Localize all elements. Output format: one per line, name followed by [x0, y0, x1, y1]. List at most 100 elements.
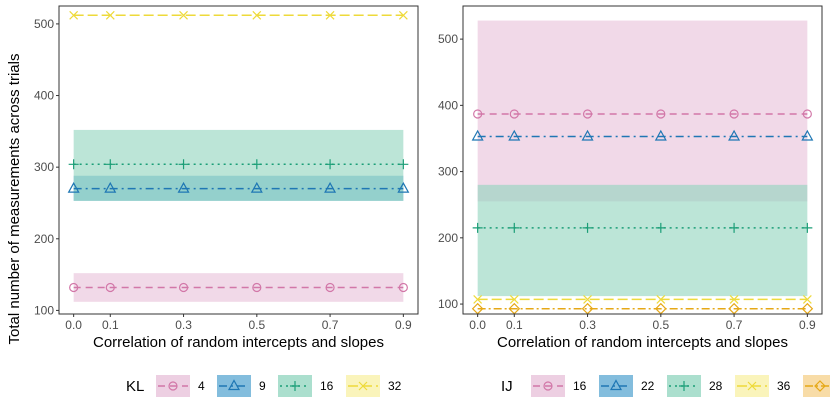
x-axis-title: Correlation of random intercepts and slo… [93, 334, 384, 351]
legend-label-4: 4 [198, 379, 205, 393]
data-point-36 [802, 295, 812, 304]
data-point-36 [509, 295, 519, 304]
x-axis-title: Correlation of random intercepts and slo… [497, 334, 788, 351]
data-point-4 [252, 282, 262, 293]
band-28 [477, 184, 808, 297]
x-tick-label: 0.1 [506, 318, 523, 332]
x-tick-label: 0.0 [65, 318, 82, 332]
y-tick-label: 500 [34, 17, 54, 31]
data-point-9 [324, 181, 337, 193]
data-point-32 [69, 10, 79, 20]
data-point-4 [398, 282, 408, 293]
legend-key-marker [609, 379, 623, 391]
data-point-28 [472, 222, 483, 233]
data-point-28 [655, 222, 666, 233]
legend-key-marker [358, 381, 368, 391]
data-point-22 [581, 129, 594, 141]
legend-key-marker [227, 379, 241, 391]
data-point-22 [654, 129, 667, 141]
y-tick-label: 400 [438, 98, 458, 112]
legend-key-marker [814, 380, 826, 392]
data-point-16 [509, 109, 519, 119]
x-tick-label: 0.3 [579, 318, 596, 332]
data-point-9 [177, 181, 190, 193]
data-point-16 [251, 159, 262, 170]
data-point-32 [179, 10, 188, 20]
data-point-16 [105, 159, 116, 170]
data-point-16 [802, 109, 812, 119]
y-tick-label: 200 [34, 232, 54, 246]
x-tick-label: 0.1 [102, 318, 119, 332]
data-point-16 [656, 109, 666, 119]
x-tick-label: 0.9 [395, 318, 412, 332]
legend-key-marker [747, 381, 757, 391]
legend-key-marker [168, 381, 178, 391]
data-point-28 [582, 222, 593, 233]
y-tick-label: 300 [438, 165, 458, 179]
data-point-4 [325, 282, 335, 293]
x-tick-label: 0.5 [248, 318, 265, 332]
data-point-16 [398, 159, 409, 170]
data-point-28 [802, 222, 813, 233]
legend-key-marker [679, 381, 689, 391]
y-tick-label: 500 [438, 32, 458, 46]
x-tick-label: 0.7 [726, 318, 743, 332]
data-point-36 [656, 295, 666, 304]
data-point-32 [252, 10, 262, 20]
y-axis-title: Total number of measurements across tria… [6, 54, 23, 345]
data-point-36 [729, 295, 739, 304]
data-point-36 [583, 295, 592, 304]
data-point-32 [398, 10, 408, 20]
data-point-4 [69, 282, 79, 293]
data-point-9 [397, 181, 410, 193]
legend-title: KL [126, 378, 144, 395]
legend-key-marker [543, 381, 553, 391]
data-point-16 [582, 109, 593, 119]
legend-label-36: 36 [777, 379, 791, 393]
data-point-16 [178, 159, 189, 170]
data-point-4 [178, 282, 189, 293]
right-panel: 100 200 300 400 500 0.0 0.1 0.3 0.5 0.7 0.9 Correla… [438, 5, 823, 351]
y-tick-label: 400 [34, 89, 54, 103]
data-point-22 [508, 129, 521, 141]
data-point-16 [68, 159, 79, 170]
band-16 [477, 20, 808, 202]
left-panel: 100 200 300 400 500 0.0 0.1 0.3 0.5 0.7 0.9 Correla… [34, 5, 419, 351]
panel-border [462, 5, 823, 315]
data-point-16 [325, 159, 336, 170]
data-point-32 [325, 10, 335, 20]
x-tick-label: 0.7 [322, 318, 339, 332]
y-tick-label: 300 [34, 160, 54, 174]
y-tick-label: 100 [438, 297, 458, 311]
legend-title: IJ [501, 378, 513, 395]
legend-label-22: 22 [641, 379, 655, 393]
x-tick-label: 0.3 [175, 318, 192, 332]
x-tick-label: 0.9 [799, 318, 816, 332]
data-point-16 [729, 109, 739, 119]
data-point-28 [509, 222, 520, 233]
legend-label-16: 16 [320, 379, 334, 393]
data-point-16 [473, 109, 483, 119]
data-point-4 [105, 282, 115, 293]
y-tick-label: 100 [34, 303, 54, 317]
data-point-22 [728, 129, 741, 141]
legend-label-28: 28 [709, 379, 723, 393]
legend-label-9: 9 [259, 379, 266, 393]
legend-key-marker [290, 381, 300, 391]
legend-key-22 [599, 375, 633, 397]
data-point-32 [105, 10, 115, 20]
data-point-22 [801, 129, 814, 141]
left-legend: KL 4 9 16 32 [126, 375, 402, 397]
y-tick-label: 200 [438, 231, 458, 245]
x-tick-label: 0.0 [469, 318, 486, 332]
legend-key-9 [217, 375, 251, 397]
legend-label-16: 16 [573, 379, 587, 393]
data-point-9 [67, 181, 80, 193]
data-point-36 [473, 295, 483, 304]
right-legend: IJ1622283646 [501, 375, 830, 397]
band-16 [73, 129, 404, 201]
legend-label-32: 32 [388, 379, 402, 393]
data-point-22 [471, 129, 484, 141]
data-point-9 [250, 181, 263, 193]
